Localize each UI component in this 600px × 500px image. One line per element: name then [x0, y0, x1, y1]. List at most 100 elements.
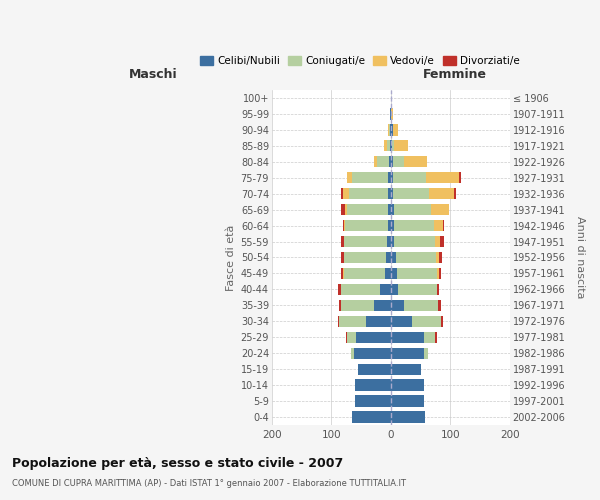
Bar	[436, 236, 440, 248]
Legend: Celibi/Nubili, Coniugati/e, Vedovi/e, Divorziati/e: Celibi/Nubili, Coniugati/e, Vedovi/e, Di…	[196, 52, 524, 70]
Bar	[392, 140, 394, 151]
Bar	[386, 252, 391, 263]
Bar	[439, 300, 441, 311]
Bar	[377, 156, 389, 168]
Bar	[389, 124, 391, 136]
Bar	[391, 284, 398, 295]
Bar	[454, 188, 457, 200]
Bar	[338, 316, 339, 327]
Bar	[394, 140, 407, 151]
Bar	[341, 268, 343, 279]
Bar	[388, 204, 391, 216]
Bar	[437, 268, 439, 279]
Bar	[343, 268, 344, 279]
Bar	[344, 236, 386, 248]
Bar	[380, 284, 391, 295]
Bar	[355, 380, 391, 391]
Bar	[393, 156, 404, 168]
Bar	[386, 236, 391, 248]
Bar	[389, 140, 391, 151]
Bar	[391, 396, 424, 407]
Bar	[339, 316, 366, 327]
Bar	[391, 140, 392, 151]
Bar	[343, 220, 344, 232]
Bar	[391, 332, 424, 343]
Text: Femmine: Femmine	[423, 68, 487, 82]
Bar	[343, 188, 349, 200]
Bar	[437, 284, 439, 295]
Bar	[391, 156, 393, 168]
Bar	[394, 220, 434, 232]
Bar	[388, 124, 389, 136]
Y-axis label: Anni di nascita: Anni di nascita	[575, 216, 585, 298]
Bar	[426, 172, 459, 184]
Bar	[391, 364, 421, 375]
Bar	[391, 220, 394, 232]
Bar	[344, 252, 386, 263]
Bar	[341, 204, 345, 216]
Bar	[341, 284, 380, 295]
Bar	[439, 268, 442, 279]
Bar	[388, 172, 391, 184]
Text: COMUNE DI CUPRA MARITTIMA (AP) - Dati ISTAT 1° gennaio 2007 - Elaborazione TUTTI: COMUNE DI CUPRA MARITTIMA (AP) - Dati IS…	[12, 479, 406, 488]
Bar	[355, 396, 391, 407]
Bar	[344, 268, 385, 279]
Bar	[391, 124, 392, 136]
Text: Maschi: Maschi	[128, 68, 177, 82]
Bar	[459, 172, 461, 184]
Bar	[351, 348, 354, 359]
Bar	[347, 332, 356, 343]
Bar	[429, 188, 454, 200]
Bar	[345, 204, 347, 216]
Bar	[341, 236, 344, 248]
Bar	[344, 220, 345, 232]
Bar	[391, 348, 424, 359]
Bar	[388, 188, 391, 200]
Bar	[442, 316, 443, 327]
Bar	[391, 252, 395, 263]
Bar	[394, 204, 431, 216]
Bar	[341, 188, 343, 200]
Bar	[404, 300, 439, 311]
Bar	[346, 332, 347, 343]
Bar	[358, 364, 391, 375]
Bar	[397, 268, 437, 279]
Bar	[385, 268, 391, 279]
Bar	[349, 188, 388, 200]
Bar	[387, 140, 389, 151]
Text: Popolazione per età, sesso e stato civile - 2007: Popolazione per età, sesso e stato civil…	[12, 458, 343, 470]
Bar	[424, 332, 436, 343]
Bar	[391, 172, 393, 184]
Bar	[391, 412, 425, 423]
Bar	[374, 300, 391, 311]
Bar	[338, 284, 341, 295]
Bar	[439, 252, 442, 263]
Bar	[436, 332, 437, 343]
Bar	[354, 348, 391, 359]
Bar	[385, 140, 387, 151]
Bar	[347, 172, 352, 184]
Bar	[388, 220, 391, 232]
Bar	[391, 188, 393, 200]
Bar	[398, 284, 437, 295]
Bar	[393, 172, 426, 184]
Bar	[393, 188, 429, 200]
Bar	[391, 316, 412, 327]
Bar	[440, 236, 444, 248]
Bar	[356, 332, 391, 343]
Bar	[431, 204, 449, 216]
Bar	[366, 316, 391, 327]
Bar	[434, 220, 443, 232]
Bar	[391, 268, 397, 279]
Bar	[339, 300, 341, 311]
Bar	[395, 252, 436, 263]
Bar	[391, 108, 392, 120]
Bar	[393, 124, 398, 136]
Bar	[352, 172, 388, 184]
Bar	[341, 300, 374, 311]
Bar	[341, 252, 344, 263]
Bar	[347, 204, 388, 216]
Y-axis label: Fasce di età: Fasce di età	[226, 224, 236, 290]
Bar	[391, 204, 394, 216]
Bar	[374, 156, 377, 168]
